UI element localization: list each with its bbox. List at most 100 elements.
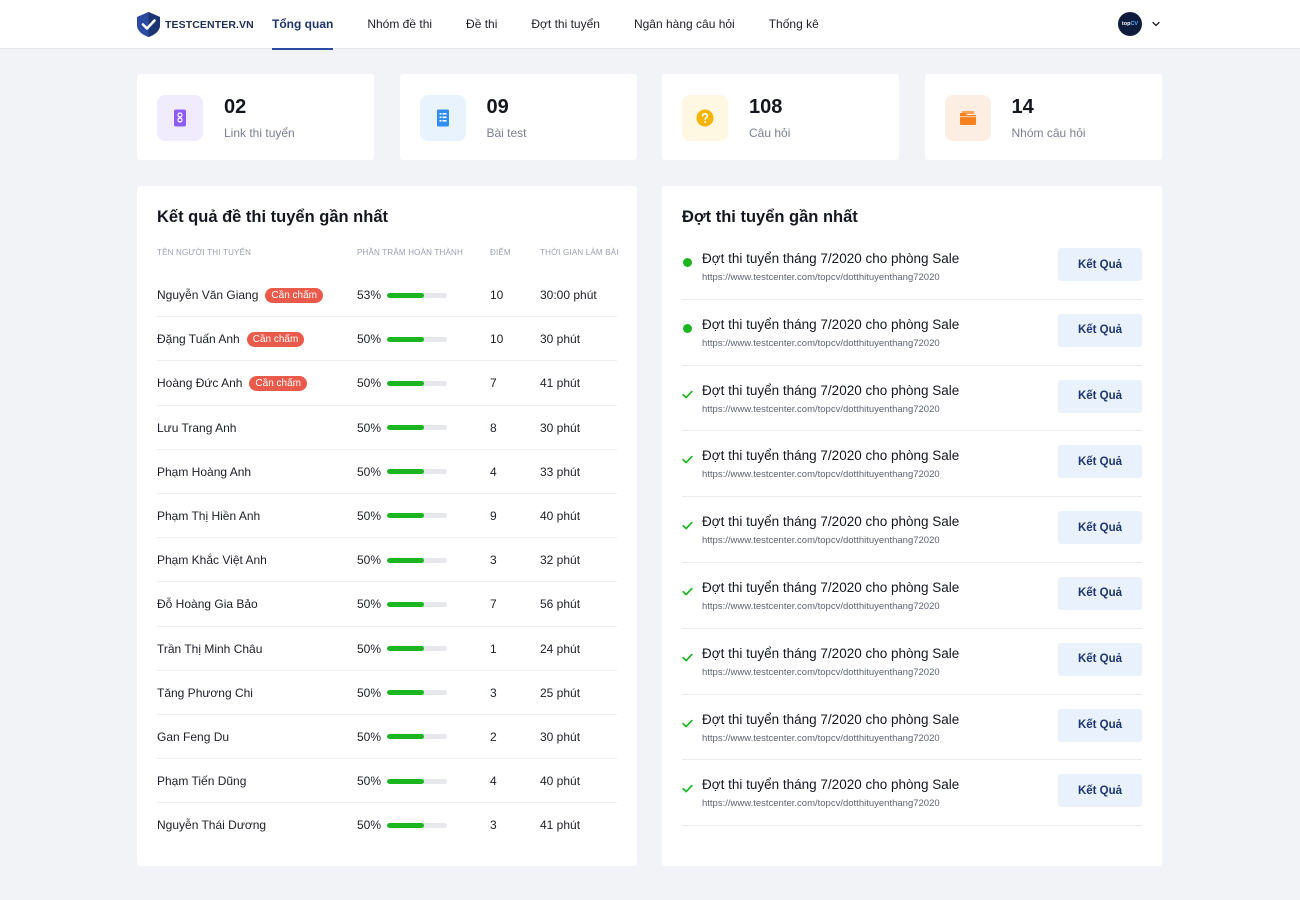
view-results-button[interactable]: Kết Quả: [1058, 774, 1142, 808]
view-results-button[interactable]: Kết Quả: [1058, 248, 1142, 281]
stat-card-3[interactable]: 14 Nhóm câu hỏi: [924, 74, 1162, 160]
stat-card-1[interactable]: 09 Bài test: [399, 74, 637, 160]
campaign-url[interactable]: https://www.testcenter.com/topcv/dotthit…: [702, 666, 940, 678]
campaign-title[interactable]: Đợt thi tuyển tháng 7/2020 cho phòng Sal…: [702, 382, 960, 398]
progress-bar-fill: [387, 380, 425, 386]
percent-value: 50%: [357, 818, 382, 833]
percent-value: 50%: [357, 641, 382, 656]
nav-item-1[interactable]: Nhóm đề thi: [367, 17, 433, 31]
results-table-body: Nguyễn Văn Giang Cần chấm 53% 10 30:00 phút Đ…: [157, 273, 617, 847]
table-row[interactable]: Phạm Hoàng Anh 50% 4 33 phút: [157, 450, 617, 494]
campaign-url[interactable]: https://www.testcenter.com/topcv/dotthit…: [702, 535, 940, 547]
progress-bar: [387, 557, 448, 563]
table-row[interactable]: Phạm Thị Hiền Anh 50% 9 40 phút: [157, 494, 617, 539]
candidate-name: Nguyễn Văn Giang: [157, 288, 259, 302]
stat-label: Bài test: [486, 126, 527, 140]
score-value: 9: [490, 508, 497, 523]
time-value: 40 phút: [540, 774, 581, 789]
percent-cell: 50%: [357, 317, 448, 361]
nav-item-2[interactable]: Đề thi: [466, 17, 498, 31]
view-results-button[interactable]: Kết Quả: [1058, 313, 1142, 347]
score-value: 3: [490, 553, 497, 568]
time-value: 41 phút: [540, 376, 581, 391]
candidate-name: Gan Feng Du: [157, 729, 230, 744]
name-cell: Nguyễn Văn Giang Cần chấm: [157, 273, 323, 317]
score-value: 10: [490, 332, 504, 347]
campaign-url[interactable]: https://www.testcenter.com/topcv/dotthit…: [702, 732, 940, 744]
percent-cell: 50%: [357, 627, 448, 671]
nav-item-5[interactable]: Thống kê: [768, 17, 819, 31]
campaign-item: Đợt thi tuyển tháng 7/2020 cho phòng Sal…: [682, 431, 1142, 498]
avatar[interactable]: top CV: [1118, 12, 1142, 36]
campaign-status: [682, 718, 693, 729]
time-value: 24 phút: [540, 641, 581, 656]
table-row[interactable]: Tăng Phương Chi 50% 3 25 phút: [157, 671, 617, 715]
table-row[interactable]: Đặng Tuấn Anh Cần chấm 50% 10 30 phút: [157, 317, 617, 362]
table-row[interactable]: Lưu Trang Anh 50% 8 30 phút: [157, 406, 617, 450]
percent-value: 50%: [357, 464, 382, 479]
nav-item-4[interactable]: Ngân hàng câu hỏi: [633, 17, 735, 31]
progress-bar-fill: [387, 292, 425, 298]
logo[interactable]: TESTCENTER.VN: [137, 12, 254, 37]
progress-bar: [387, 646, 448, 651]
campaign-title[interactable]: Đợt thi tuyển tháng 7/2020 cho phòng Sal…: [702, 645, 960, 661]
campaign-item: Đợt thi tuyển tháng 7/2020 cho phòng Sal…: [682, 563, 1142, 629]
chevron-down-icon[interactable]: [1151, 19, 1161, 29]
campaign-title[interactable]: Đợt thi tuyển tháng 7/2020 cho phòng Sal…: [702, 316, 960, 332]
candidate-name: Nguyễn Thái Dương: [157, 818, 267, 833]
table-row[interactable]: Phạm Tiến Dũng 50% 4 40 phút: [157, 759, 617, 804]
nav-item-3[interactable]: Đợt thi tuyển: [531, 17, 600, 31]
view-results-button[interactable]: Kết Quả: [1058, 445, 1142, 479]
campaign-item: Đợt thi tuyển tháng 7/2020 cho phòng Sal…: [682, 629, 1142, 695]
view-results-button[interactable]: Kết Quả: [1058, 379, 1142, 413]
campaign-url[interactable]: https://www.testcenter.com/topcv/dotthit…: [702, 337, 940, 349]
campaign-url[interactable]: https://www.testcenter.com/topcv/dotthit…: [702, 469, 940, 481]
campaign-title[interactable]: Đợt thi tuyển tháng 7/2020 cho phòng Sal…: [702, 448, 960, 464]
view-results-button[interactable]: Kết Quả: [1058, 708, 1142, 742]
check-icon: [682, 719, 693, 728]
campaign-url[interactable]: https://www.testcenter.com/topcv/dotthit…: [702, 272, 940, 283]
campaign-title[interactable]: Đợt thi tuyển tháng 7/2020 cho phòng Sal…: [702, 711, 960, 727]
percent-cell: 50%: [357, 715, 448, 759]
view-results-button[interactable]: Kết Quả: [1058, 511, 1142, 545]
campaign-title[interactable]: Đợt thi tuyển tháng 7/2020 cho phòng Sal…: [702, 777, 960, 793]
user-menu[interactable]: top CV: [1118, 12, 1161, 36]
campaign-status: [682, 454, 693, 465]
stat-card-2[interactable]: 108 Câu hỏi: [662, 74, 899, 160]
stat-card-0[interactable]: 02 Link thi tuyển: [137, 74, 374, 160]
shield-check-icon: [137, 12, 160, 37]
view-results-button[interactable]: Kết Quả: [1058, 576, 1142, 610]
table-row[interactable]: Phạm Khắc Việt Anh 50% 3 32 phút: [157, 538, 617, 583]
table-row[interactable]: Nguyễn Thái Dương 50% 3 41 phút: [157, 803, 617, 847]
campaign-url[interactable]: https://www.testcenter.com/topcv/dotthit…: [702, 403, 940, 415]
table-row[interactable]: Trần Thị Minh Châu 50% 1 24 phút: [157, 627, 617, 671]
name-cell: Lưu Trang Anh: [157, 406, 236, 450]
campaign-status: [682, 257, 693, 268]
table-row[interactable]: Đỗ Hoàng Gia Bảo 50% 7 56 phút: [157, 582, 617, 627]
campaign-title[interactable]: Đợt thi tuyển tháng 7/2020 cho phòng Sal…: [702, 251, 960, 266]
name-cell: Phạm Tiến Dũng: [157, 759, 246, 803]
score-value: 3: [490, 685, 497, 700]
campaign-title[interactable]: Đợt thi tuyển tháng 7/2020 cho phòng Sal…: [702, 514, 960, 530]
percent-cell: 50%: [357, 538, 448, 582]
table-row[interactable]: Nguyễn Văn Giang Cần chấm 53% 10 30:00 phút: [157, 273, 617, 318]
candidate-name: Hoàng Đức Anh: [157, 376, 243, 391]
nav-item-0[interactable]: Tổng quan: [272, 0, 334, 50]
time-value: 56 phút: [540, 597, 581, 612]
column-header-name: TÊN NGƯỜI THI TUYỂN: [157, 248, 252, 257]
panel-title: Kết quả đề thi tuyển gần nhất: [157, 208, 389, 226]
progress-bar-fill: [387, 601, 425, 607]
table-row[interactable]: Gan Feng Du 50% 2 30 phút: [157, 715, 617, 760]
campaign-title[interactable]: Đợt thi tuyển tháng 7/2020 cho phòng Sal…: [702, 579, 960, 595]
campaign-url[interactable]: https://www.testcenter.com/topcv/dotthit…: [702, 600, 940, 612]
percent-value: 50%: [357, 553, 382, 568]
campaign-status: [682, 652, 693, 663]
view-results-button[interactable]: Kết Quả: [1058, 642, 1142, 676]
candidate-name: Đỗ Hoàng Gia Bảo: [157, 597, 258, 612]
campaign-url[interactable]: https://www.testcenter.com/topcv/dotthit…: [702, 798, 940, 810]
table-row[interactable]: Hoàng Đức Anh Cần chấm 50% 7 41 phút: [157, 361, 617, 406]
percent-value: 50%: [357, 774, 382, 789]
check-icon: [682, 653, 693, 662]
test-list-icon: [419, 95, 466, 141]
progress-bar-fill: [387, 336, 425, 342]
